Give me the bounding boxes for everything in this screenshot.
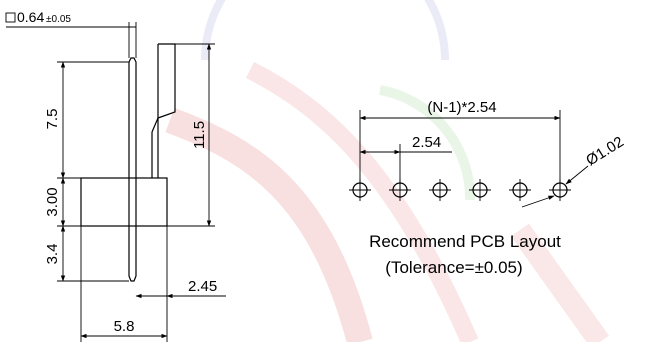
dim-total-label: 11.5 [191, 121, 208, 149]
pcb-pitch-label: 2.54 [412, 134, 441, 151]
pcb-holes [349, 179, 571, 201]
pcb-hole-label: Ø1.02 [583, 133, 627, 169]
dim-left-chain: 7.5 3.00 3.4 [44, 61, 129, 282]
dim-pin-square: 0.64 ±0.05 [5, 9, 137, 58]
square-symbol-icon [5, 12, 16, 23]
dim-bottom-label: 3.4 [44, 244, 61, 265]
pcb-hole [389, 179, 411, 201]
dim-offset-label: 2.45 [188, 278, 217, 295]
pcb-hole [429, 179, 451, 201]
pin-body [128, 57, 137, 282]
pcb-tolerance: (Tolerance=±0.05) [385, 258, 522, 277]
dim-top-label: 7.5 [44, 109, 61, 130]
pcb-hole [349, 179, 371, 201]
profile-top [157, 43, 176, 119]
dim-housing-label: 3.00 [44, 187, 61, 216]
dim-width: 5.8 [80, 226, 168, 342]
dim-total-height: 11.5 [167, 43, 215, 227]
dim-width-label: 5.8 [114, 318, 135, 335]
pcb-hole [469, 179, 491, 201]
pcb-span-label: (N-1)*2.54 [427, 99, 496, 116]
dim-pin-square-tol: ±0.05 [46, 14, 71, 25]
pcb-caption: Recommend PCB Layout [369, 232, 561, 251]
pcb-hole [509, 179, 531, 201]
housing [80, 177, 168, 227]
pcb-hole [549, 179, 571, 201]
dim-offset: 2.45 [135, 226, 226, 302]
pin-header-side-view [80, 43, 176, 282]
watermark-logo [165, 0, 609, 342]
dim-pin-square-main: 0.64 [17, 9, 44, 25]
